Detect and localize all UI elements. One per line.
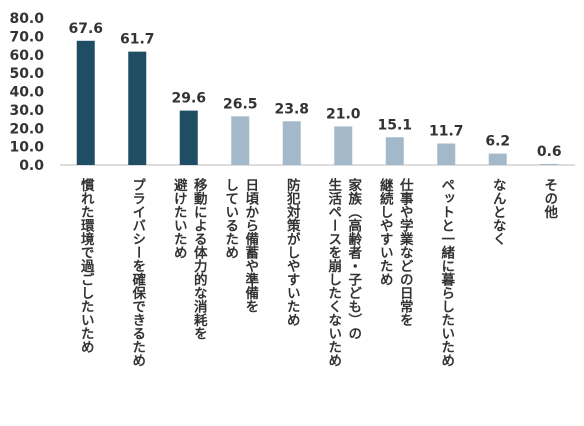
y-tick-label: 50.0	[9, 66, 44, 82]
value-label: 11.7	[429, 124, 464, 140]
y-tick-label: 0.0	[19, 158, 44, 174]
bar	[540, 163, 559, 165]
x-tick-label: 家族（高齢者・子ども）の	[345, 177, 363, 341]
bar	[179, 110, 198, 165]
y-tick-label: 20.0	[9, 121, 44, 137]
x-tick-label: プライバシーを確保できるため	[129, 178, 147, 368]
bar	[76, 40, 95, 165]
value-label: 21.0	[326, 106, 361, 122]
bar	[437, 143, 456, 165]
x-tick-label: 生活ペースを崩したくないため	[325, 177, 342, 368]
x-tick-label: 継続しやすいため	[377, 177, 394, 287]
value-label: 6.2	[485, 134, 510, 150]
y-tick-label: 60.0	[9, 48, 44, 64]
value-label: 0.6	[537, 144, 562, 160]
x-tick-label: 日頃から備蓄や準備を	[242, 178, 259, 314]
bar	[488, 153, 507, 165]
value-label: 26.5	[223, 96, 258, 112]
value-label: 15.1	[377, 117, 412, 133]
x-tick-label: ペットと一緒に暮らしたいため	[438, 178, 456, 367]
y-tick-label: 10.0	[9, 140, 44, 156]
x-tick-label: 仕事や学業などの日常を	[397, 177, 415, 327]
x-tick-label: しているため	[222, 178, 239, 260]
x-tick-label: 慣れた環境で過ごしたいため	[78, 178, 96, 354]
x-tick-label: その他	[541, 178, 559, 220]
x-tick-label: 避けたいため	[171, 177, 188, 260]
y-tick-label: 80.0	[9, 11, 44, 27]
x-tick-label: 移動による体力的な消耗を	[191, 177, 208, 341]
y-tick-label: 70.0	[9, 29, 44, 45]
bar	[385, 137, 404, 165]
bar	[231, 116, 250, 165]
value-label: 29.6	[171, 91, 206, 107]
y-tick-label: 40.0	[9, 85, 44, 101]
x-tick-label: なんとなく	[490, 178, 507, 246]
x-tick-label: 防犯対策がしやすいため	[284, 177, 302, 327]
bar	[128, 51, 147, 165]
value-label: 61.7	[120, 32, 155, 48]
bar	[282, 121, 301, 165]
bar	[334, 126, 353, 165]
value-label: 23.8	[274, 101, 309, 117]
value-label: 67.6	[68, 21, 103, 37]
y-tick-label: 30.0	[9, 103, 44, 119]
